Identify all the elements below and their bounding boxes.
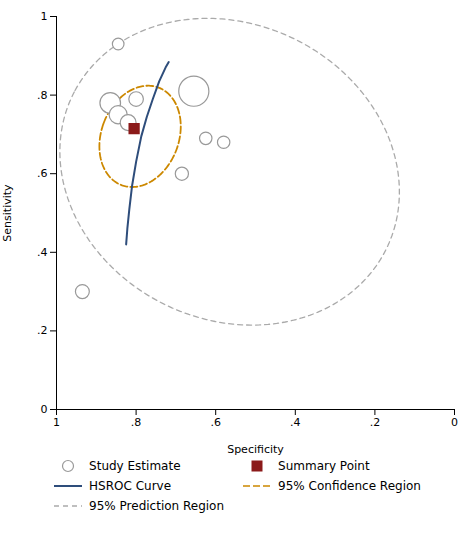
svg-text:Sensitivity: Sensitivity [1, 184, 14, 242]
html-text:HSROC Curve: HSROC Curve [89, 479, 172, 493]
svg-text:.4: .4 [37, 246, 48, 259]
svg-text:.8: .8 [131, 416, 142, 429]
svg-text:1: 1 [53, 416, 60, 429]
svg-text:.6: .6 [37, 167, 48, 180]
svg-text:Specificity: Specificity [227, 443, 284, 456]
svg-text:.2: .2 [370, 416, 381, 429]
svg-text:0: 0 [41, 403, 48, 416]
html-text:95% Confidence Region: 95% Confidence Region [278, 479, 421, 493]
svg-text:.2: .2 [37, 324, 48, 337]
svg-text:.6: .6 [210, 416, 221, 429]
svg-text:.8: .8 [37, 89, 48, 102]
svg-text:.4: .4 [290, 416, 301, 429]
svg-text:1: 1 [41, 10, 48, 23]
html-text:Study Estimate: Study Estimate [89, 459, 181, 473]
svg-text:0: 0 [451, 416, 458, 429]
html-text:Summary Point: Summary Point [278, 459, 370, 473]
html-text:95% Prediction Region: 95% Prediction Region [89, 499, 225, 513]
